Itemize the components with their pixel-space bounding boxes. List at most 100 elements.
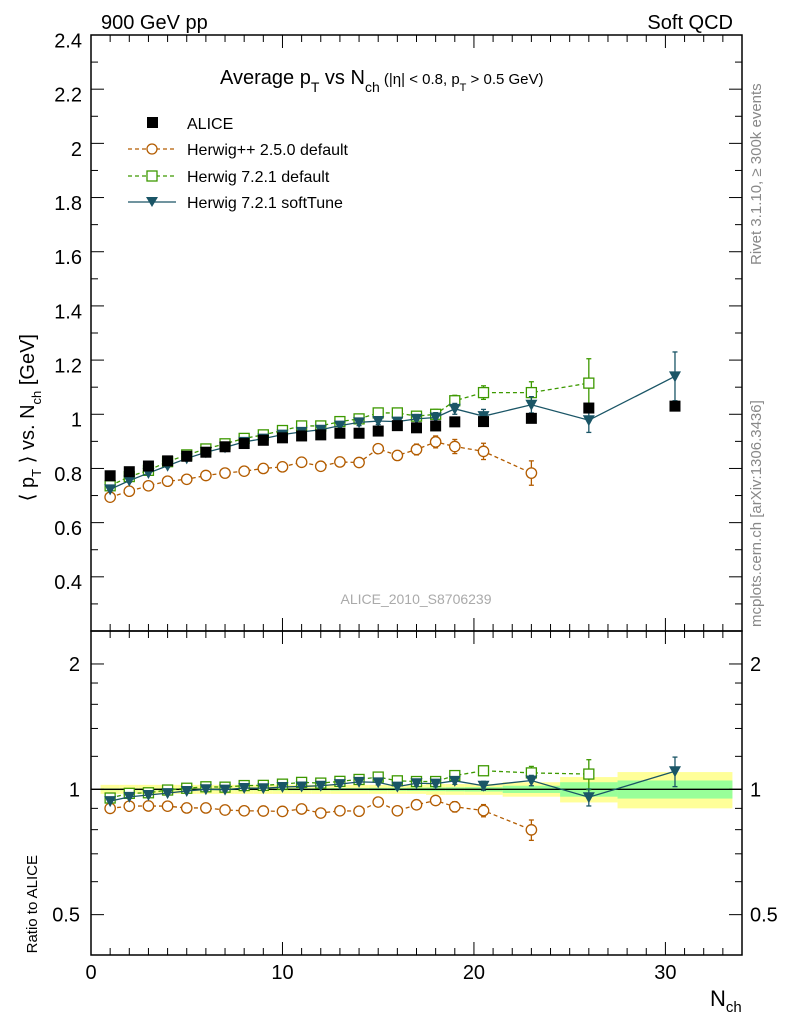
main-alice-point (142, 460, 154, 472)
main-herwig-2-5-0-default-point (142, 479, 155, 492)
ratio-herwig-2-5-0-default-point (391, 804, 404, 817)
main-herwig-7-2-1-softtune-point (668, 371, 681, 383)
main-herwig-2-5-0-default-point (314, 460, 327, 473)
main-herwig-2-5-0-default-point (180, 473, 193, 486)
ratio-y-tick-label-right: 0.5 (750, 905, 778, 927)
main-herwig-7-2-1-default-line (109, 382, 589, 487)
main-herwig-2-5-0-default-point (353, 456, 365, 469)
ratio-y-tick-label-right: 1 (750, 779, 761, 801)
y-tick-label: 0.6 (54, 518, 82, 540)
ratio-y-tick-label: 2 (69, 654, 80, 676)
ratio-herwig-2-5-0-default-point (525, 824, 538, 836)
ylabel-part-b: ⟩ vs. N (17, 404, 39, 468)
ratio-herwig-2-5-0-default-point (372, 796, 385, 808)
main-alice-point (315, 429, 327, 441)
y-tick-label: 2 (71, 139, 82, 161)
ratio-herwig-2-5-0-default-point (200, 802, 212, 814)
header-left: 900 GeV pp (101, 12, 208, 34)
ratio-herwig-2-5-0-default-point (353, 805, 365, 818)
ratio-herwig-7-2-1-softtune-point (391, 781, 404, 793)
main-alice-point (219, 441, 231, 453)
main-herwig-7-2-1-softtune-point (333, 420, 346, 432)
chart-title: Average pT vs Nch (|η| < 0.8, pT > 0.5 G… (220, 67, 544, 95)
title-part-3: (|η| < 0.8, p (380, 71, 460, 88)
mcplots-label: mcplots.cern.ch [arXiv:1306.3436] (748, 400, 765, 627)
main-herwig-2-5-0-default-point (219, 467, 231, 479)
title-part-4: > 0.5 GeV) (466, 71, 543, 88)
ratio-herwig-7-2-1-softtune-point (123, 791, 136, 803)
ratio-herwig-7-2-1-softtune-point (353, 776, 366, 788)
main-herwig-7-2-1-default-point (391, 407, 404, 419)
ratio-herwig-2-5-0-default-point (448, 800, 461, 813)
y-axis-label: ⟨ pT ⟩ vs. Nch [GeV] (17, 334, 44, 501)
main-herwig-7-2-1-softtune-point (372, 416, 385, 428)
ratio-herwig-7-2-1-softtune-point (295, 781, 308, 793)
main-herwig-2-5-0-default-point (200, 469, 212, 482)
y-tick-label: 1.4 (54, 301, 82, 323)
ratio-herwig-7-2-1-softtune-point (429, 778, 442, 790)
main-alice-point (669, 400, 681, 412)
ratio-herwig-7-2-1-softtune-point (582, 792, 595, 804)
legend: ALICE Herwig++ 2.5.0 default Herwig 7.2.… (128, 116, 349, 212)
analysis-watermark: ALICE_2010_S8706239 (340, 591, 491, 607)
title-part-2: vs N (319, 67, 365, 89)
ratio-herwig-7-2-1-default-point (477, 765, 490, 777)
ratio-herwig-7-2-1-softtune-point (199, 784, 212, 796)
x-tick-label: 30 (654, 962, 676, 984)
main-alice-point (372, 425, 384, 437)
rivet-version-label: Rivet 3.1.10, ≥ 300k events (748, 83, 765, 265)
ratio-herwig-2-5-0-default-point (257, 805, 270, 817)
ratio-herwig-7-2-1-softtune-point (276, 781, 289, 793)
ratio-herwig-2-5-0-default-point (276, 805, 289, 818)
ratio-herwig-2-5-0-default-point (429, 794, 442, 807)
main-alice-point (334, 427, 346, 439)
main-herwig-7-2-1-softtune-point (525, 399, 538, 411)
ylabel-part-c: [GeV] (17, 334, 39, 391)
main-alice-point (238, 438, 250, 450)
header-right: Soft QCD (647, 12, 733, 34)
main-alice-point (391, 420, 403, 432)
x-tick-label: 0 (85, 962, 96, 984)
ylabel-sub-a: T (29, 469, 44, 477)
legend-label-alice: ALICE (187, 116, 233, 133)
main-herwig-2-5-0-default-point (238, 465, 251, 478)
main-alice-point (353, 427, 365, 439)
main-alice-point (123, 466, 135, 478)
ratio-herwig-2-5-0-default-point (161, 800, 174, 813)
ratio-herwig-7-2-1-softtune-point (372, 777, 385, 789)
ratio-herwig-7-2-1-softtune-point (477, 780, 490, 792)
main-herwig-7-2-1-softtune-point (104, 484, 117, 496)
ratio-herwig-2-5-0-default-point (334, 804, 346, 817)
ratio-herwig-7-2-1-softtune-point (161, 788, 174, 800)
xlabel-sub: ch (726, 999, 742, 1016)
ratio-y-tick-label: 1 (69, 779, 80, 801)
ratio-herwig-7-2-1-softtune-point (180, 785, 193, 797)
y-tick-label: 1 (71, 410, 82, 432)
main-herwig-2-5-0-default-point (276, 460, 289, 473)
legend-marker-softtune (146, 197, 158, 207)
main-herwig-7-2-1-softtune-point (448, 403, 461, 415)
ratio-herwig-7-2-1-softtune-point (257, 783, 270, 795)
main-herwig-2-5-0-default-point (391, 449, 404, 462)
x-tick-label: 20 (463, 962, 485, 984)
ratio-herwig-2-5-0-default-point (295, 803, 308, 815)
main-herwig-7-2-1-softtune-point (429, 412, 442, 424)
y-tick-label: 2.2 (54, 85, 82, 107)
ratio-y-tick-label: 0.5 (52, 905, 80, 927)
legend-item-herwigpp: Herwig++ 2.5.0 default (128, 142, 349, 159)
main-herwig-2-5-0-default-point (429, 436, 442, 448)
y-tick-label: 1.6 (54, 247, 82, 269)
main-herwig-2-5-0-default-point (334, 456, 346, 468)
legend-item-herwig721: Herwig 7.2.1 default (128, 169, 330, 186)
main-alice-point (181, 450, 193, 462)
ratio-herwig-7-2-1-softtune-point (333, 779, 346, 791)
main-alice-point (276, 432, 288, 444)
ratio-herwig-2-5-0-default-point (180, 802, 193, 814)
main-panel: 0.4 0.6 0.8 1 1.2 1.4 1.6 1.8 2 2.2 2.4 (54, 30, 743, 955)
legend-label-herwig721: Herwig 7.2.1 default (187, 169, 330, 186)
main-herwig-2-5-0-default-point (410, 443, 423, 456)
ratio-panel: 0 10 20 30 0.5 0.5 1 1 2 2 (52, 35, 778, 984)
y-tick-label: 0.4 (54, 572, 82, 594)
y-tick-label: 1.8 (54, 193, 82, 215)
main-alice-point (257, 434, 269, 446)
